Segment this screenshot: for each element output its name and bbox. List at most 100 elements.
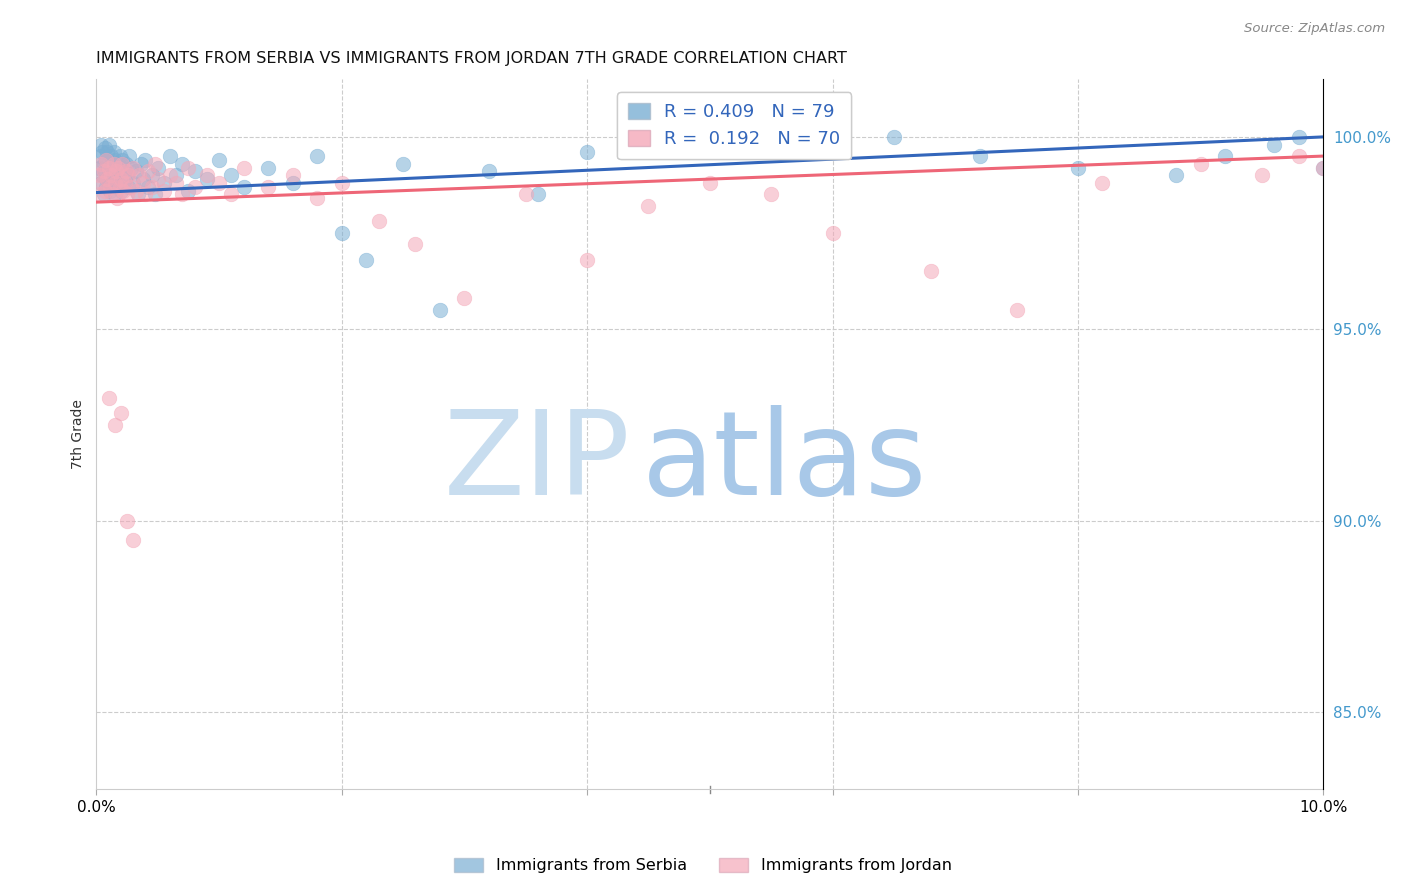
Legend: R = 0.409   N = 79, R =  0.192   N = 70: R = 0.409 N = 79, R = 0.192 N = 70 [617,92,851,159]
Point [177,161,200,175]
Point [195,168,218,182]
Point [307,149,329,163]
Point [111,157,134,171]
Y-axis label: 7th Grade: 7th Grade [72,400,86,469]
Point [124,184,146,198]
Point [103,145,125,160]
Point [100,168,122,182]
Point [94,184,117,198]
Point [208,153,231,167]
Point [165,176,187,190]
Point [89,187,111,202]
Point [132,172,155,186]
Point [1189,157,1212,171]
Point [821,226,844,240]
Point [114,157,136,171]
Point [146,161,169,175]
Point [146,172,169,186]
Point [91,145,114,160]
Point [195,172,218,186]
Point [94,164,117,178]
Point [1312,161,1334,175]
Point [127,187,149,202]
Point [257,161,280,175]
Point [120,179,142,194]
Point [90,176,112,190]
Point [114,176,136,190]
Point [392,157,415,171]
Point [101,187,124,202]
Point [104,161,127,175]
Point [89,149,111,163]
Point [1091,176,1114,190]
Point [122,176,145,190]
Point [115,514,138,528]
Point [96,179,118,194]
Point [114,172,136,186]
Point [404,237,426,252]
Point [96,153,118,167]
Point [104,417,127,432]
Point [172,187,194,202]
Text: IMMIGRANTS FROM SERBIA VS IMMIGRANTS FROM JORDAN 7TH GRADE CORRELATION CHART: IMMIGRANTS FROM SERBIA VS IMMIGRANTS FRO… [97,51,848,66]
Point [1312,161,1334,175]
Point [134,187,156,202]
Point [221,187,243,202]
Point [124,164,146,178]
Point [122,533,145,547]
Point [153,176,176,190]
Point [117,168,139,182]
Point [136,164,159,178]
Point [105,168,128,182]
Point [141,168,163,182]
Point [93,157,115,171]
Point [159,149,181,163]
Point [96,172,118,186]
Point [183,179,205,194]
Point [699,137,721,152]
Point [91,168,114,182]
Point [108,149,131,163]
Point [104,187,127,202]
Point [356,252,378,267]
Point [90,137,112,152]
Point [122,161,145,175]
Point [103,157,125,171]
Point [118,149,141,163]
Point [1251,168,1274,182]
Point [759,187,782,202]
Point [367,214,389,228]
Point [1067,161,1090,175]
Point [96,153,118,167]
Point [1288,129,1310,144]
Point [1164,168,1187,182]
Point [98,184,121,198]
Point [110,172,132,186]
Point [94,141,117,155]
Point [883,129,905,144]
Point [110,406,132,420]
Point [1288,149,1310,163]
Point [221,168,243,182]
Point [115,168,138,182]
Point [107,176,129,190]
Point [108,179,131,194]
Point [96,172,118,186]
Point [453,291,475,305]
Point [97,137,120,152]
Text: atlas: atlas [643,405,928,520]
Point [96,145,118,160]
Point [920,264,942,278]
Point [112,164,135,178]
Point [107,161,129,175]
Point [1213,149,1236,163]
Point [110,184,132,198]
Point [257,179,280,194]
Point [93,164,115,178]
Point [90,157,112,171]
Point [478,164,501,178]
Point [87,168,110,182]
Point [177,184,200,198]
Point [115,187,138,202]
Point [97,161,120,175]
